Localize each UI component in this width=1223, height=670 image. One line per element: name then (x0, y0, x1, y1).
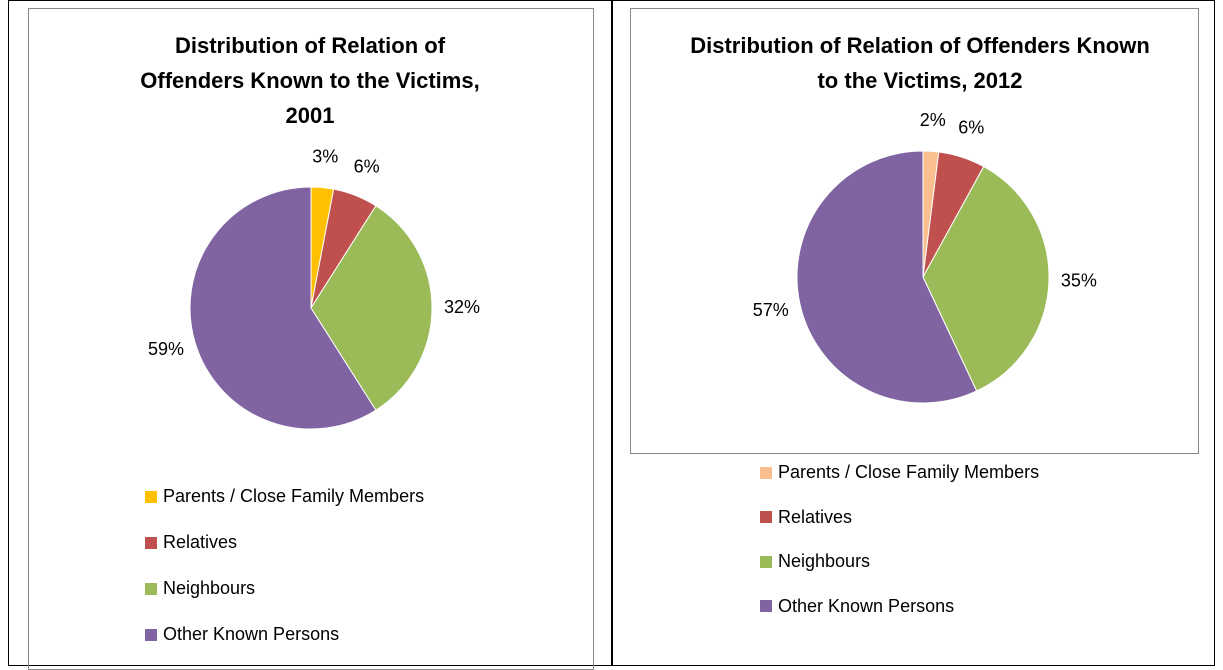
legend-swatch (760, 511, 772, 523)
data-label: 3% (312, 146, 338, 166)
chart-title: Distribution of Relation of Offenders Kn… (140, 33, 480, 128)
legend-entry: Neighbours (145, 578, 255, 599)
legend-label: Relatives (778, 506, 853, 527)
data-label: 57% (753, 300, 789, 320)
data-label: 35% (1061, 271, 1097, 291)
legend-entry: Relatives (760, 507, 852, 528)
legend-entry: Parents / Close Family Members (760, 462, 1039, 483)
legend-label: Parents / Close Family Members (778, 462, 1040, 482)
data-label: 6% (354, 156, 380, 176)
pie-slice (189, 186, 377, 430)
legend-entry: Neighbours (760, 551, 870, 572)
legend-swatch (760, 600, 772, 612)
legend-entry: Other Known Persons (760, 596, 954, 617)
legend-swatch (760, 555, 772, 568)
legend-swatch (760, 466, 772, 479)
legend-swatch (145, 490, 157, 503)
data-label: 6% (958, 117, 984, 137)
legend-entry: Other Known Persons (145, 624, 339, 645)
legend-label: Other Known Persons (778, 595, 955, 616)
data-label: 59% (148, 339, 184, 359)
legend-swatch (145, 536, 157, 549)
data-label: 2% (920, 110, 946, 130)
legend-entry: Relatives (145, 532, 237, 553)
chart-title: Distribution of Relation of Offenders Kn… (690, 33, 1150, 93)
chart-box (630, 8, 1199, 454)
pie-slice (922, 165, 1050, 392)
legend-entry: Parents / Close Family Members (145, 486, 424, 507)
legend-label: Other Known Persons (163, 624, 340, 644)
data-label: 32% (444, 297, 480, 317)
legend-swatch (145, 628, 157, 641)
pie-slice (310, 205, 433, 411)
pie-slice (796, 150, 978, 404)
legend-label: Neighbours (163, 578, 256, 598)
legend-label: Parents / Close Family Members (163, 486, 425, 506)
legend-label: Neighbours (778, 551, 871, 571)
legend-swatch (145, 582, 157, 595)
legend-label: Relatives (163, 532, 238, 552)
